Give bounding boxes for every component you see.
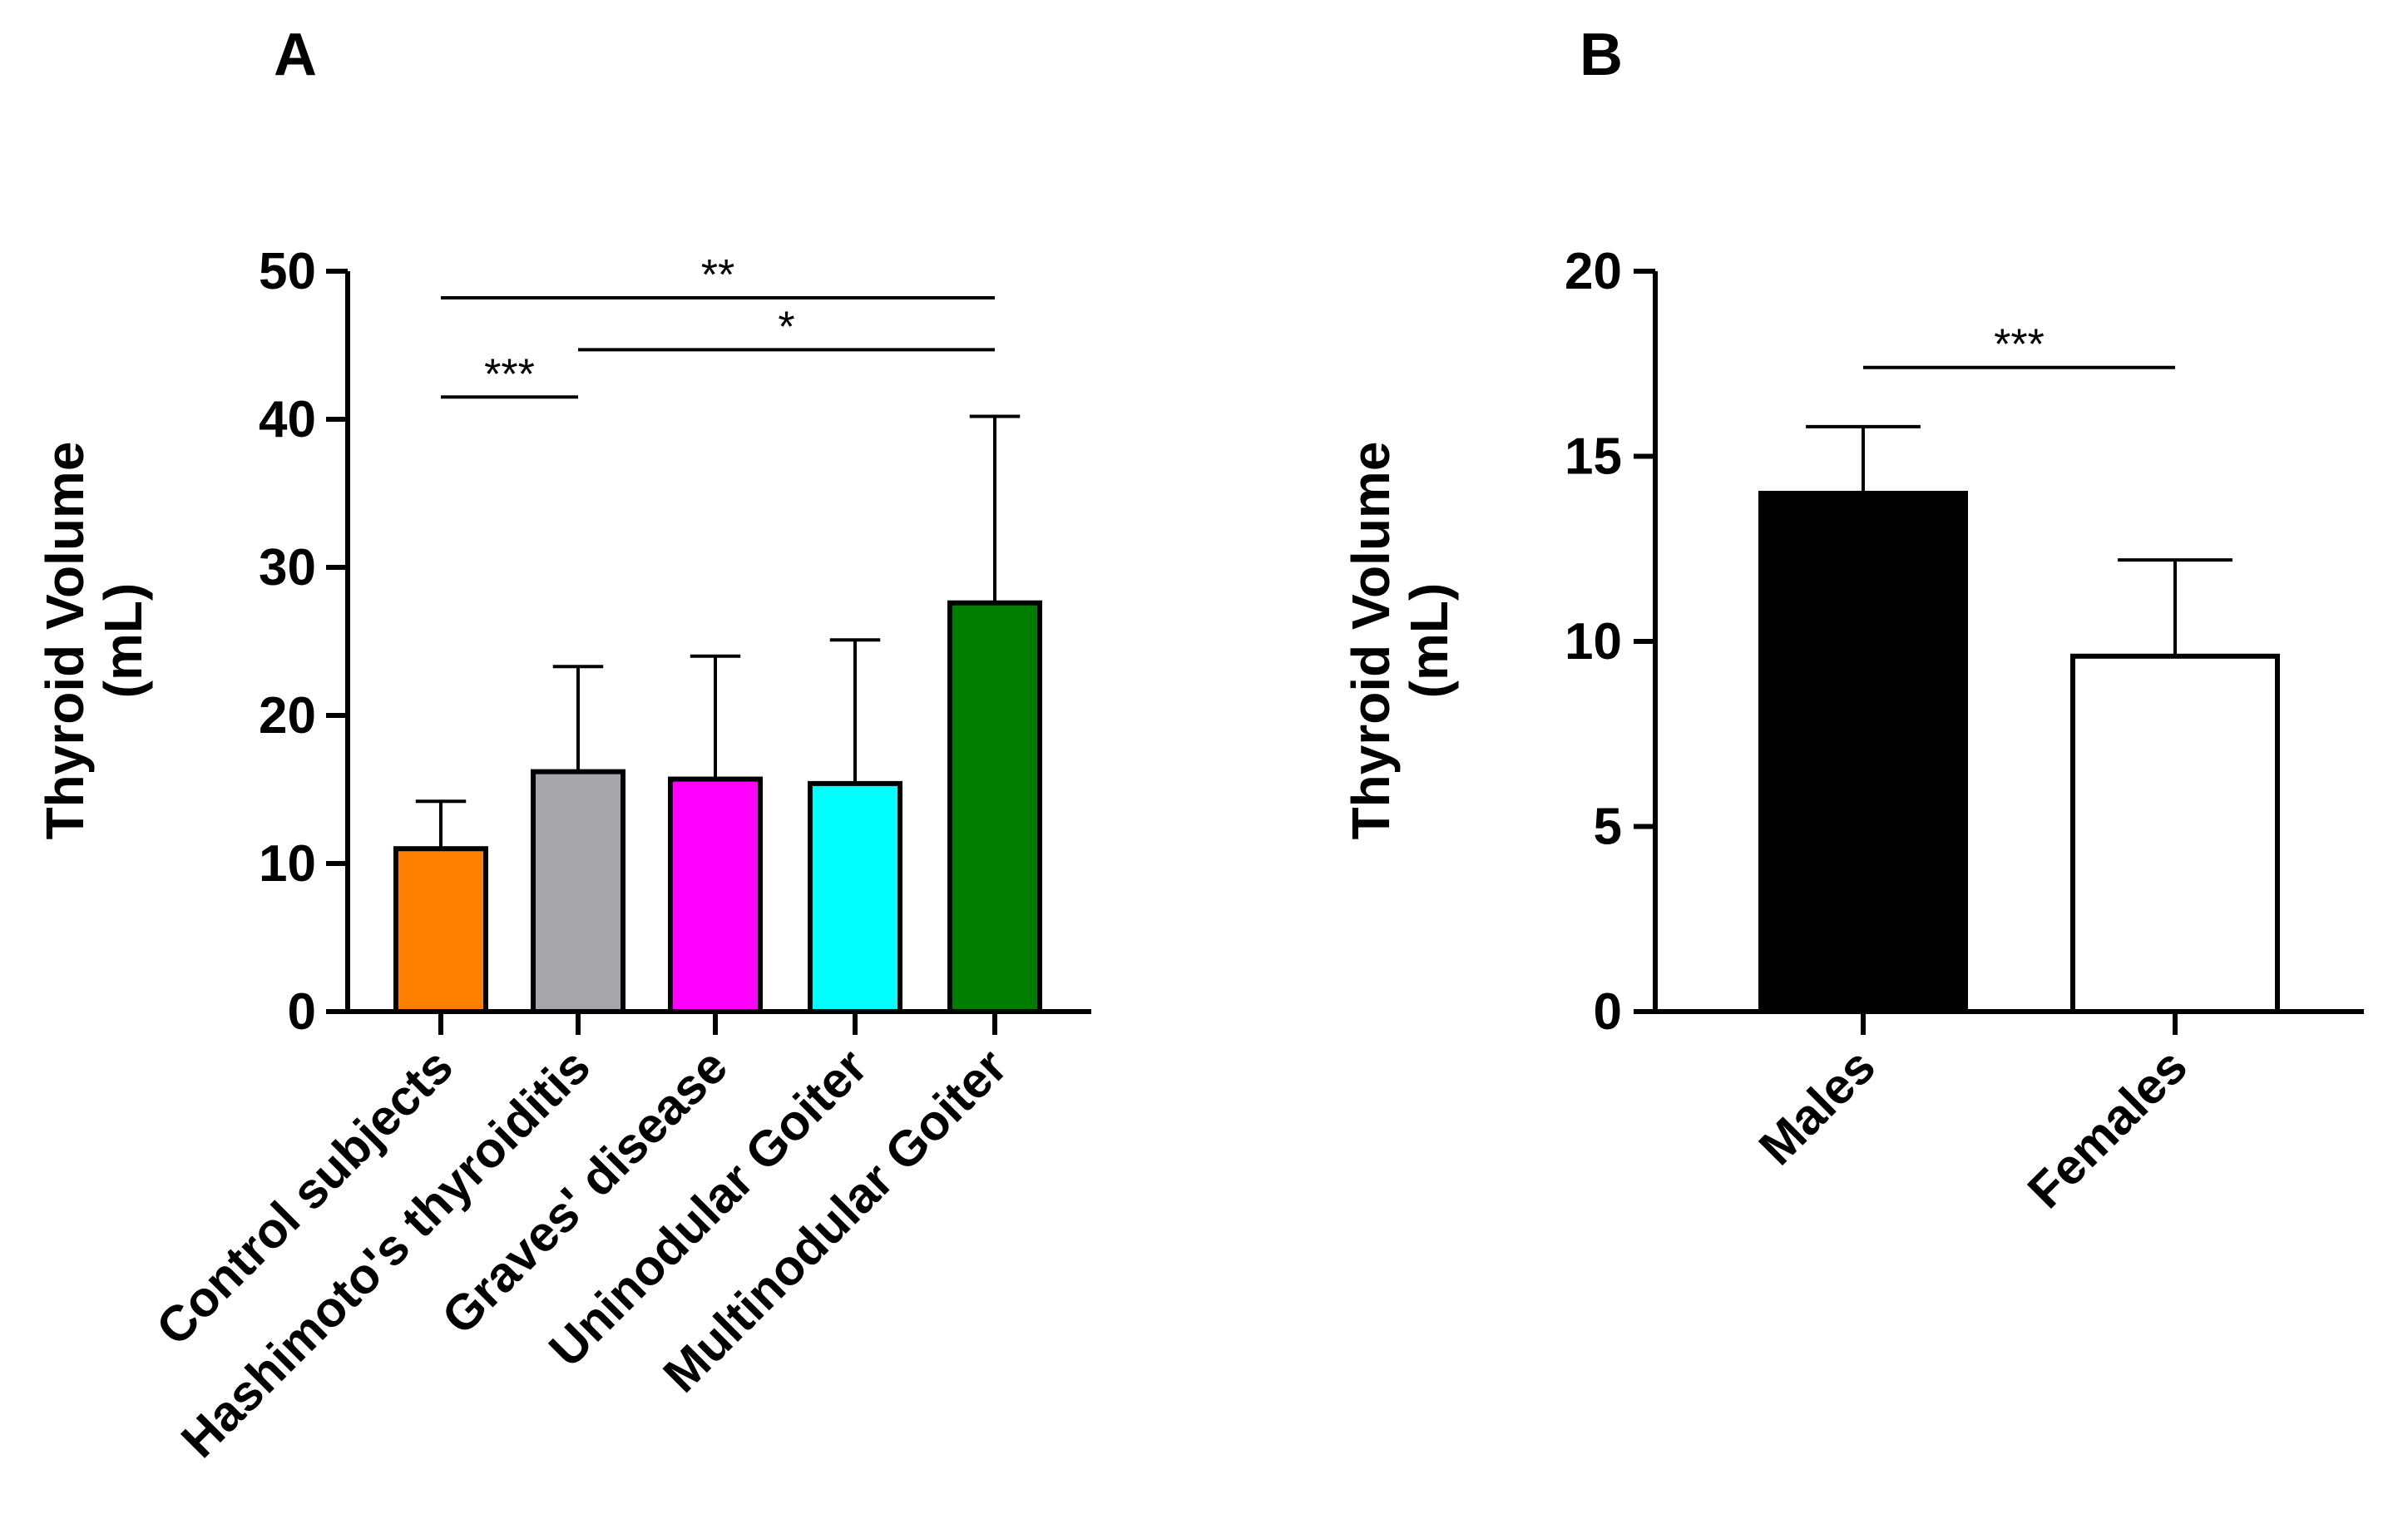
y-tick-label: 0 [1594,983,1622,1041]
y-axis-title-line: (mL) [93,583,153,699]
bar [1758,491,1968,1014]
y-axis-title-line: Thyroid Volume [35,442,95,840]
y-tick-label: 20 [1565,243,1622,300]
y-tick-label: 5 [1594,799,1622,856]
x-category-label: Males [1748,1038,1886,1175]
significance-label: * [778,303,794,351]
y-tick-label: 10 [259,835,316,893]
y-tick-label: 30 [259,539,316,596]
y-tick-label: 50 [259,243,316,300]
bar [531,769,625,1014]
y-tick-label: 10 [1565,613,1622,671]
significance-label: *** [1994,321,2045,369]
y-axis-title-line: Thyroid Volume [1341,442,1401,840]
bar [393,846,488,1015]
y-tick-label: 0 [288,983,316,1041]
significance-label: ** [701,251,734,299]
bar [2070,653,2280,1014]
panel-letter: B [1580,22,1623,88]
y-tick-label: 15 [1565,428,1622,486]
panel-b-chart: B Thyroid Volume(mL) 0 5 10 15 20 Males Females *… [1341,22,2364,1219]
significance-label: *** [484,350,535,398]
bar [808,780,902,1014]
y-axis-title-line: (mL) [1399,583,1459,699]
x-category-label: Females [2017,1038,2198,1219]
bar [668,776,763,1014]
y-tick-label: 40 [259,391,316,448]
panel-letter: A [274,22,317,88]
bar [947,600,1042,1014]
y-tick-label: 20 [259,687,316,745]
